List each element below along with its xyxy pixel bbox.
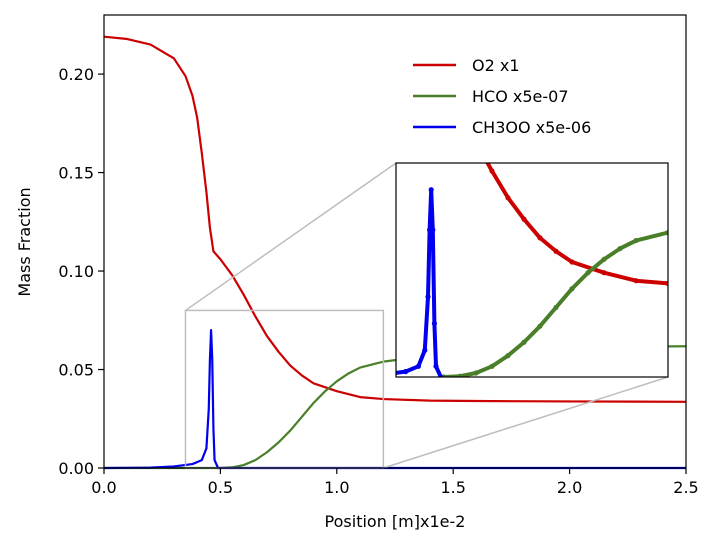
inset-plot xyxy=(395,162,669,378)
inset-point-hco-x5e-07 xyxy=(633,237,639,244)
inset-point-hco-x5e-07 xyxy=(457,373,463,377)
inset-point-ch3oo-x5e-06 xyxy=(415,363,421,369)
x-tick-label: 1.0 xyxy=(324,478,349,497)
inset-point-hco-x5e-07 xyxy=(617,246,623,252)
inset-point-hco-x5e-07 xyxy=(569,286,575,292)
y-axis-ticks: 0.00 0.05 0.10 0.15 0.20 xyxy=(58,65,104,478)
inset-point-hco-x5e-07 xyxy=(537,323,543,329)
series-line-o2-x1 xyxy=(103,35,687,403)
inset-lines xyxy=(396,163,668,377)
y-tick-label: 0.15 xyxy=(58,164,94,183)
inset-point-ch3oo-x5e-06 xyxy=(438,374,444,377)
inset-point-hco-x5e-07 xyxy=(585,270,591,276)
inset-point-o2-x1 xyxy=(553,248,559,254)
x-tick-label: 0.5 xyxy=(208,478,233,497)
inset-point-o2-x1 xyxy=(633,278,639,284)
inset-point-ch3oo-x5e-06 xyxy=(422,347,428,353)
inset-point-ch3oo-x5e-06 xyxy=(431,320,437,327)
zoom-connector-bottom xyxy=(383,376,669,469)
inset-zoom-indicator xyxy=(184,162,669,469)
inset-point-hco-x5e-07 xyxy=(553,304,559,311)
y-tick-label: 0.00 xyxy=(58,459,94,478)
main-plot-frame xyxy=(103,14,687,469)
inset-point-hco-x5e-07 xyxy=(601,256,607,262)
inset-point-ch3oo-x5e-06 xyxy=(433,363,439,369)
legend: O2 x1 HCO x5e-07 CH3OO x5e-06 xyxy=(413,56,591,137)
inset-point-hco-x5e-07 xyxy=(505,353,511,359)
inset-background xyxy=(396,163,668,377)
y-axis-title: Mass Fraction xyxy=(15,187,34,296)
inset-frame xyxy=(395,162,669,378)
inset-point-o2-x1 xyxy=(537,235,543,241)
inset-point-o2-x1 xyxy=(601,270,607,276)
inset-point-ch3oo-x5e-06 xyxy=(430,227,436,233)
inset-series-line-o2-x1 xyxy=(485,163,668,286)
inset-point-ch3oo-x5e-06 xyxy=(425,294,431,300)
x-tick-label: 1.5 xyxy=(440,478,465,497)
y-tick-label: 0.05 xyxy=(58,361,94,380)
x-tick-label: 2.5 xyxy=(673,478,698,497)
legend-label-ch3oo-x5e-06: CH3OO x5e-06 xyxy=(472,118,591,137)
inset-point-ch3oo-x5e-06 xyxy=(403,369,409,375)
x-axis-title: Position [m]x1e-2 xyxy=(325,512,466,531)
inset-point-ch3oo-x5e-06 xyxy=(428,187,434,193)
y-tick-label: 0.20 xyxy=(58,65,94,84)
inset-point-hco-x5e-07 xyxy=(521,339,527,345)
inset-point-o2-x1 xyxy=(521,216,527,222)
x-tick-label: 0.0 xyxy=(91,478,116,497)
inset-point-hco-x5e-07 xyxy=(473,370,479,376)
series-line-ch3oo-x5e-06 xyxy=(103,329,686,470)
inset-point-hco-x5e-07 xyxy=(489,363,495,369)
x-axis-ticks: 0.0 0.5 1.0 1.5 2.0 2.5 xyxy=(91,468,699,497)
inset-series-line-hco-x5e-07 xyxy=(443,230,668,377)
legend-label-hco-x5e-07: HCO x5e-07 xyxy=(472,87,569,106)
inset-point-o2-x1 xyxy=(489,168,495,174)
inset-point-o2-x1 xyxy=(505,195,511,201)
legend-label-o2-x1: O2 x1 xyxy=(472,56,520,75)
zoom-connector-top xyxy=(185,162,397,312)
y-tick-label: 0.10 xyxy=(58,262,94,281)
inset-point-o2-x1 xyxy=(569,259,575,265)
inset-point-hco-x5e-07 xyxy=(665,229,668,236)
x-tick-label: 2.0 xyxy=(557,478,582,497)
inset-point-o2-x1 xyxy=(665,280,668,286)
